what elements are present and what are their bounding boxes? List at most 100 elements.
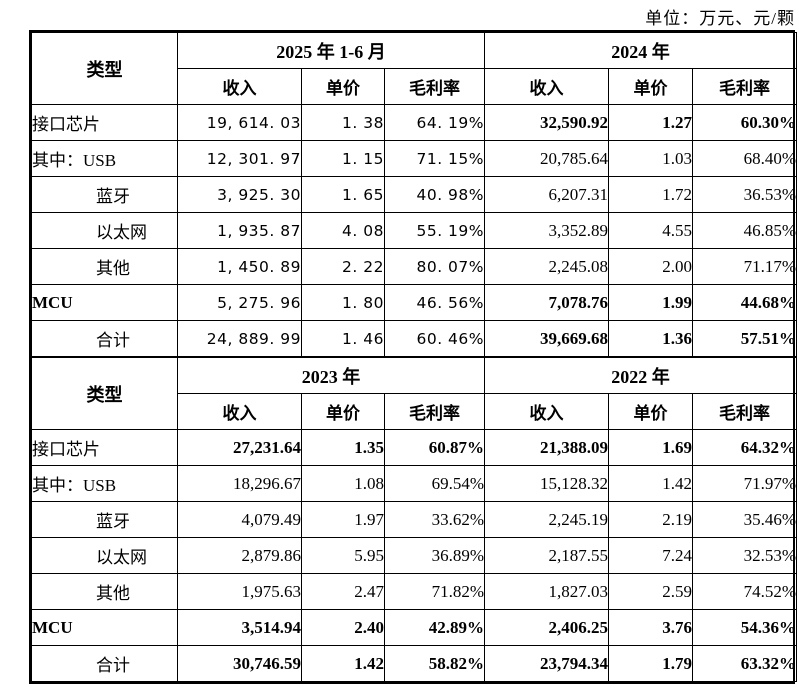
unit-price-cell: 7.24 [608, 537, 694, 574]
row-label-cell: 接口芯片 [31, 429, 178, 466]
revenue-cell: 19, 614. 03 [177, 104, 302, 141]
unit-price-cell: 1.79 [608, 645, 694, 682]
unit-price-cell: 2.19 [608, 501, 694, 538]
gross-margin-cell: 80. 07% [383, 248, 486, 285]
gross-margin-cell: 44.68% [692, 284, 798, 321]
revenue-cell: 12, 301. 97 [177, 140, 302, 177]
gross-margin-cell: 42.89% [383, 609, 486, 646]
gross-margin-header-cell: 毛利率 [692, 393, 798, 430]
table-row: 其他 1, 450. 89 2. 22 80. 07% 2,245.08 2.00 71.1… [31, 248, 798, 285]
revenue-cell: 7,078.76 [484, 284, 610, 321]
unit-price-cell: 1.08 [301, 465, 385, 502]
unit-price-cell: 1.03 [608, 140, 694, 177]
table-row: 蓝牙 4,079.49 1.97 33.62% 2,245.19 2.19 35.46% [31, 501, 798, 538]
row-label-cell: 其他 [31, 248, 178, 285]
revenue-cell: 5, 275. 96 [177, 284, 302, 321]
unit-price-cell: 2.47 [301, 573, 385, 610]
unit-price-cell: 1. 46 [301, 320, 385, 357]
revenue-cell: 1, 935. 87 [177, 212, 302, 249]
row-label-cell: MCU [31, 609, 178, 646]
unit-price-header-cell: 单价 [608, 68, 694, 105]
gross-margin-header-cell: 毛利率 [383, 393, 486, 430]
header-row-periods: 类型 2023 年 2022 年 [31, 357, 798, 430]
gross-margin-cell: 69.54% [383, 465, 486, 502]
unit-price-cell: 2. 22 [301, 248, 385, 285]
table-row: 合计 24, 889. 99 1. 46 60. 46% 39,669.68 1.36 57… [31, 320, 798, 357]
unit-price-cell: 1.42 [301, 645, 385, 682]
unit-price-cell: 1. 15 [301, 140, 385, 177]
gross-margin-cell: 68.40% [692, 140, 798, 177]
gross-margin-cell: 58.82% [383, 645, 486, 682]
period-header-cell: 2025 年 1-6 月 [176, 32, 486, 69]
row-label-cell: 其中：USB [31, 465, 178, 502]
gross-margin-cell: 64.32% [692, 429, 798, 466]
revenue-header-cell: 收入 [484, 68, 610, 105]
row-label-cell: 蓝牙 [31, 176, 178, 213]
revenue-cell: 1, 450. 89 [177, 248, 302, 285]
revenue-cell: 24, 889. 99 [177, 320, 302, 357]
unit-price-cell: 1.72 [608, 176, 694, 213]
row-label-cell: 合计 [31, 320, 178, 357]
revenue-cell: 39,669.68 [484, 320, 610, 357]
revenue-cell: 4,079.49 [177, 501, 302, 538]
gross-margin-cell: 64. 19% [383, 104, 486, 141]
gross-margin-header-cell: 毛利率 [692, 68, 798, 105]
row-label-cell: 合计 [31, 645, 178, 682]
period-header-cell: 2022 年 [484, 357, 798, 394]
revenue-header-cell: 收入 [484, 393, 610, 430]
row-label-cell: 其中：USB [31, 140, 178, 177]
gross-margin-cell: 71.82% [383, 573, 486, 610]
gross-margin-cell: 40. 98% [383, 176, 486, 213]
row-label-cell: 以太网 [31, 212, 178, 249]
revenue-cell: 3, 925. 30 [177, 176, 302, 213]
unit-price-cell: 1.97 [301, 501, 385, 538]
table-row: 合计 30,746.59 1.42 58.82% 23,794.34 1.79 63.32% [31, 645, 798, 682]
unit-price-cell: 1. 65 [301, 176, 385, 213]
header-row-subcolumns: 收入 单价 毛利率 收入 单价 毛利率 [32, 393, 798, 430]
unit-price-header-cell: 单价 [301, 68, 385, 105]
unit-price-cell: 1.36 [608, 320, 694, 357]
row-label-cell: 接口芯片 [31, 104, 178, 141]
revenue-cell: 2,245.19 [484, 501, 610, 538]
revenue-cell: 32,590.92 [484, 104, 610, 141]
gross-margin-cell: 74.52% [692, 573, 798, 610]
table-row: 接口芯片 27,231.64 1.35 60.87% 21,388.09 1.69 64.3… [31, 429, 798, 466]
table-row: 接口芯片 19, 614. 03 1. 38 64. 19% 32,590.92 1.27… [31, 104, 798, 141]
table-row: 蓝牙 3, 925. 30 1. 65 40. 98% 6,207.31 1.72 36.5… [31, 176, 798, 213]
revenue-cell: 3,352.89 [484, 212, 610, 249]
gross-margin-cell: 71.97% [692, 465, 798, 502]
table-row: 以太网 1, 935. 87 4. 08 55. 19% 3,352.89 4.55 46.… [31, 212, 798, 249]
unit-price-cell: 1. 80 [301, 284, 385, 321]
revenue-price-margin-table: 类型 2025 年 1-6 月 2024 年收入 单价 毛利率 收入 单价 毛利率 接口芯片 19… [29, 30, 798, 684]
unit-price-header-cell: 单价 [301, 393, 385, 430]
revenue-cell: 30,746.59 [177, 645, 302, 682]
gross-margin-cell: 54.36% [692, 609, 798, 646]
revenue-cell: 27,231.64 [177, 429, 302, 466]
revenue-cell: 20,785.64 [484, 140, 610, 177]
header-row-subcolumns: 收入 单价 毛利率 收入 单价 毛利率 [32, 68, 798, 105]
period-header-cell: 2024 年 [484, 32, 798, 69]
unit-price-cell: 1. 38 [301, 104, 385, 141]
revenue-cell: 15,128.32 [484, 465, 610, 502]
revenue-header-cell: 收入 [177, 68, 302, 105]
unit-price-cell: 2.40 [301, 609, 385, 646]
gross-margin-cell: 55. 19% [383, 212, 486, 249]
type-header-cell: 类型 [31, 357, 178, 430]
gross-margin-cell: 63.32% [692, 645, 798, 682]
gross-margin-cell: 32.53% [692, 537, 798, 574]
unit-price-cell: 1.42 [608, 465, 694, 502]
unit-price-cell: 5.95 [301, 537, 385, 574]
row-label-cell: MCU [31, 284, 178, 321]
gross-margin-cell: 60. 46% [383, 320, 486, 357]
revenue-cell: 2,406.25 [484, 609, 610, 646]
gross-margin-cell: 46. 56% [383, 284, 486, 321]
gross-margin-cell: 60.87% [383, 429, 486, 466]
revenue-cell: 23,794.34 [484, 645, 610, 682]
unit-price-cell: 3.76 [608, 609, 694, 646]
table-row: MCU 5, 275. 96 1. 80 46. 56% 7,078.76 1.99 44.… [31, 284, 798, 321]
table-row: 其中：USB 12, 301. 97 1. 15 71. 15% 20,785.64 1.… [31, 140, 798, 177]
gross-margin-header-cell: 毛利率 [383, 68, 486, 105]
unit-price-cell: 1.69 [608, 429, 694, 466]
table-row: 其他 1,975.63 2.47 71.82% 1,827.03 2.59 74.52% [31, 573, 798, 610]
gross-margin-cell: 57.51% [692, 320, 798, 357]
